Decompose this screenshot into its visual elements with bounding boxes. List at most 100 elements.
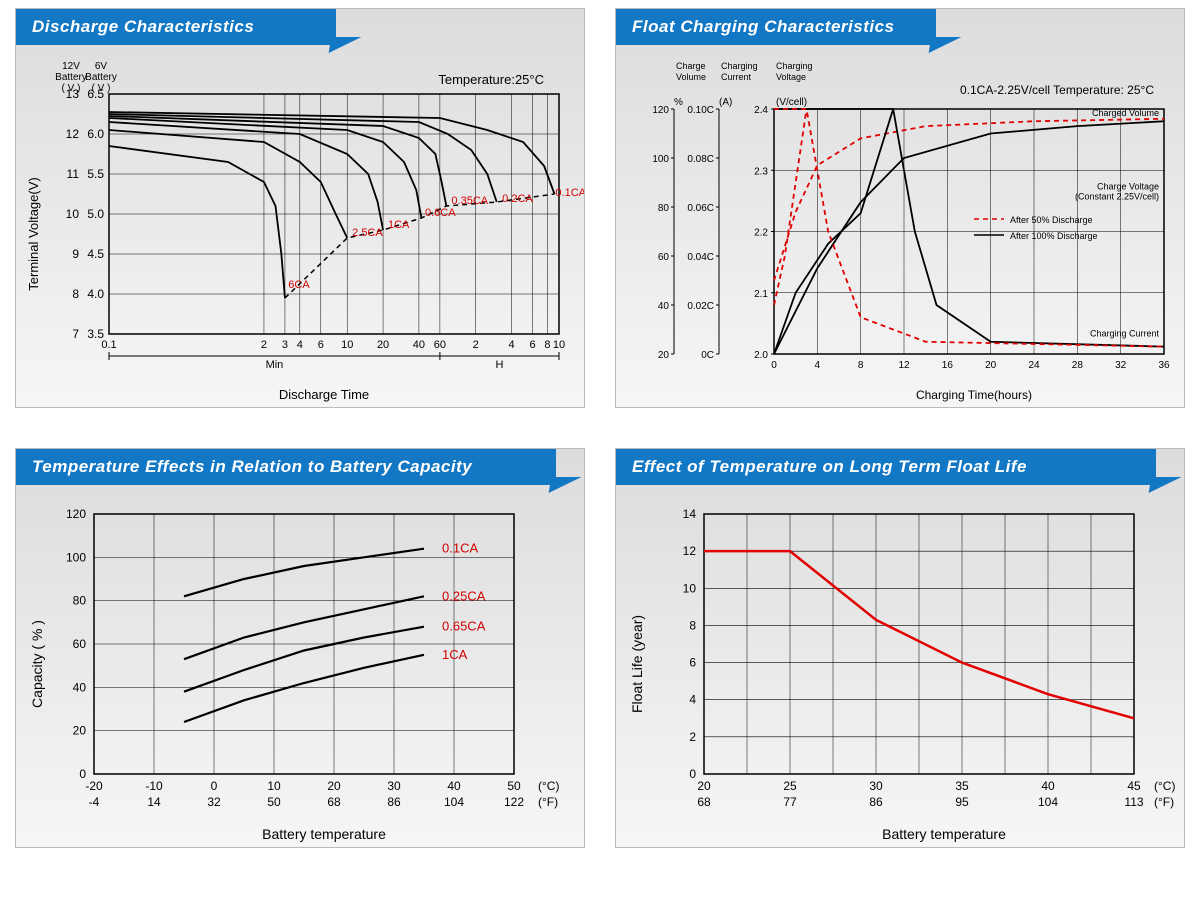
svg-text:50: 50 xyxy=(267,795,281,809)
svg-text:2: 2 xyxy=(689,730,696,744)
svg-text:( V ): ( V ) xyxy=(62,83,81,94)
svg-text:10: 10 xyxy=(267,779,281,793)
svg-text:Terminal Voltage(V): Terminal Voltage(V) xyxy=(26,177,41,290)
svg-text:Temperature:25°C: Temperature:25°C xyxy=(438,72,544,87)
svg-text:-20: -20 xyxy=(85,779,103,793)
svg-text:7: 7 xyxy=(72,327,79,341)
svg-text:Charging: Charging xyxy=(776,61,813,71)
svg-text:0.25CA: 0.25CA xyxy=(442,588,486,603)
svg-text:4: 4 xyxy=(815,360,821,371)
svg-text:Charging: Charging xyxy=(721,61,758,71)
svg-text:Current: Current xyxy=(721,72,752,82)
panel-title: Effect of Temperature on Long Term Float… xyxy=(616,449,1156,485)
svg-text:5.5: 5.5 xyxy=(87,167,104,181)
svg-text:0.2CA: 0.2CA xyxy=(502,193,533,205)
svg-text:6V: 6V xyxy=(95,61,108,72)
svg-text:Voltage: Voltage xyxy=(776,72,806,82)
svg-text:Float Life (year): Float Life (year) xyxy=(629,615,645,713)
svg-text:30: 30 xyxy=(387,779,401,793)
svg-text:20: 20 xyxy=(658,350,670,361)
svg-text:2.4: 2.4 xyxy=(754,105,768,116)
svg-text:14: 14 xyxy=(683,507,697,521)
svg-text:(°C): (°C) xyxy=(1154,779,1175,793)
svg-text:0.6CA: 0.6CA xyxy=(425,207,456,219)
svg-text:20: 20 xyxy=(985,360,997,371)
svg-text:10: 10 xyxy=(341,339,353,351)
svg-text:120: 120 xyxy=(652,105,669,116)
svg-text:68: 68 xyxy=(327,795,341,809)
svg-text:0.65CA: 0.65CA xyxy=(442,619,486,634)
svg-text:20: 20 xyxy=(327,779,341,793)
svg-text:0.06C: 0.06C xyxy=(687,203,714,214)
svg-text:4.5: 4.5 xyxy=(87,247,104,261)
svg-text:86: 86 xyxy=(387,795,401,809)
svg-text:After 100% Discharge: After 100% Discharge xyxy=(1010,231,1098,241)
svg-text:20: 20 xyxy=(73,724,87,738)
svg-text:1CA: 1CA xyxy=(388,219,410,231)
svg-text:35: 35 xyxy=(955,779,969,793)
svg-text:2: 2 xyxy=(473,339,479,351)
svg-text:9: 9 xyxy=(72,247,79,261)
svg-text:Discharge Time: Discharge Time xyxy=(279,387,369,402)
svg-text:2.3: 2.3 xyxy=(754,166,768,177)
svg-text:60: 60 xyxy=(658,252,670,263)
svg-text:Min: Min xyxy=(266,359,284,371)
svg-text:2.2: 2.2 xyxy=(754,228,768,239)
svg-text:11: 11 xyxy=(67,167,80,181)
svg-text:50: 50 xyxy=(507,779,521,793)
svg-text:1CA: 1CA xyxy=(442,647,468,662)
svg-text:100: 100 xyxy=(652,154,669,165)
svg-text:2.0: 2.0 xyxy=(754,350,768,361)
svg-text:80: 80 xyxy=(658,203,670,214)
svg-text:0: 0 xyxy=(211,779,218,793)
svg-text:(Constant 2.25V/cell): (Constant 2.25V/cell) xyxy=(1075,192,1159,202)
svg-text:Capacity ( % ): Capacity ( % ) xyxy=(29,620,45,708)
svg-text:4: 4 xyxy=(689,693,696,707)
temp-capacity-panel: Temperature Effects in Relation to Batte… xyxy=(15,448,585,848)
svg-text:6CA: 6CA xyxy=(288,279,310,291)
svg-text:0.1CA-2.25V/cell Temperature: 0.1CA-2.25V/cell Temperature: 25°C xyxy=(960,83,1154,97)
svg-text:30: 30 xyxy=(869,779,883,793)
svg-text:8: 8 xyxy=(689,618,696,632)
svg-text:2.1: 2.1 xyxy=(754,289,768,300)
svg-text:10: 10 xyxy=(553,339,565,351)
svg-text:0.1CA: 0.1CA xyxy=(555,187,584,199)
svg-text:12: 12 xyxy=(898,360,910,371)
svg-text:32: 32 xyxy=(207,795,221,809)
svg-text:(°C): (°C) xyxy=(538,779,559,793)
panel-title: Temperature Effects in Relation to Batte… xyxy=(16,449,556,485)
svg-text:-4: -4 xyxy=(89,795,100,809)
svg-text:(°F): (°F) xyxy=(538,795,558,809)
svg-text:0.35CA: 0.35CA xyxy=(451,195,488,207)
svg-text:6: 6 xyxy=(689,656,696,670)
svg-text:8: 8 xyxy=(858,360,864,371)
svg-text:6: 6 xyxy=(318,339,324,351)
svg-text:Charging Time(hours): Charging Time(hours) xyxy=(916,388,1032,402)
svg-text:32: 32 xyxy=(1115,360,1127,371)
svg-text:0: 0 xyxy=(771,360,777,371)
svg-text:40: 40 xyxy=(1041,779,1055,793)
panel-title: Float Charging Characteristics xyxy=(616,9,936,45)
float-charging-chart: 04812162024283236204060801001200C0.02C0.… xyxy=(624,54,1184,404)
svg-text:8: 8 xyxy=(544,339,550,351)
svg-text:12: 12 xyxy=(683,544,697,558)
svg-text:0.04C: 0.04C xyxy=(687,252,714,263)
svg-text:0.08C: 0.08C xyxy=(687,154,714,165)
svg-text:H: H xyxy=(495,359,503,371)
svg-text:3: 3 xyxy=(282,339,288,351)
svg-text:-10: -10 xyxy=(145,779,163,793)
svg-text:5.0: 5.0 xyxy=(87,207,104,221)
svg-text:77: 77 xyxy=(783,795,797,809)
discharge-characteristics-panel: Discharge Characteristics 73.584.094.510… xyxy=(15,8,585,408)
svg-text:0.02C: 0.02C xyxy=(687,301,714,312)
svg-text:Battery temperature: Battery temperature xyxy=(262,826,386,842)
svg-text:120: 120 xyxy=(66,507,86,521)
float-charging-panel: Float Charging Characteristics 048121620… xyxy=(615,8,1185,408)
svg-text:20: 20 xyxy=(697,779,711,793)
svg-text:40: 40 xyxy=(73,680,87,694)
discharge-chart: 73.584.094.5105.0115.5126.0136.50.123461… xyxy=(24,54,584,404)
svg-text:14: 14 xyxy=(147,795,161,809)
svg-text:(A): (A) xyxy=(719,97,732,108)
svg-text:104: 104 xyxy=(1038,795,1058,809)
svg-text:0.1: 0.1 xyxy=(101,339,116,351)
